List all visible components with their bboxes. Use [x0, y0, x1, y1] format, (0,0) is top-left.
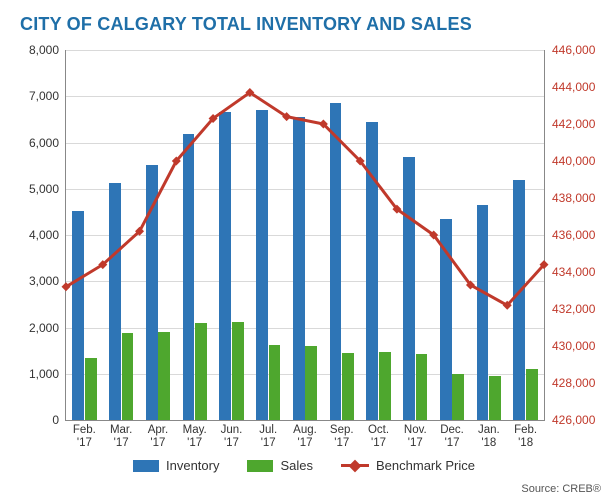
- bar-sales: [158, 332, 170, 420]
- bar-sales: [195, 323, 207, 420]
- legend-swatch-inventory: [133, 460, 159, 472]
- gridline: [66, 50, 544, 51]
- x-tick: Aug. '17: [293, 424, 317, 450]
- x-tick: Feb. '17: [73, 424, 96, 450]
- legend-label-sales: Sales: [280, 458, 313, 473]
- bar-inventory: [219, 112, 231, 420]
- y-tick-right: 434,000: [552, 265, 612, 279]
- bar-sales: [122, 333, 134, 420]
- y-tick-right: 440,000: [552, 154, 612, 168]
- bar-inventory: [440, 219, 452, 420]
- legend-item-benchmark: Benchmark Price: [341, 458, 475, 473]
- source-attribution: Source: CREB®: [521, 483, 601, 495]
- benchmark-marker: [172, 157, 181, 166]
- bar-sales: [232, 322, 244, 420]
- bar-sales: [379, 352, 391, 420]
- benchmark-marker: [62, 282, 71, 291]
- y-tick-right: 426,000: [552, 413, 612, 427]
- x-tick: Jan. '18: [478, 424, 500, 450]
- bar-inventory: [146, 165, 158, 420]
- benchmark-marker: [540, 260, 549, 269]
- x-tick: Jun. '17: [221, 424, 243, 450]
- legend-label-benchmark: Benchmark Price: [376, 458, 475, 473]
- plot-area: 01,0002,0003,0004,0005,0006,0007,0008,00…: [65, 50, 545, 421]
- gridline: [66, 281, 544, 282]
- bar-inventory: [72, 211, 84, 420]
- y-tick-right: 442,000: [552, 117, 612, 131]
- bar-inventory: [330, 103, 342, 420]
- bar-inventory: [293, 117, 305, 420]
- x-tick: Dec. '17: [440, 424, 464, 450]
- y-tick-left: 6,000: [4, 136, 59, 150]
- bar-sales: [342, 353, 354, 420]
- gridline: [66, 96, 544, 97]
- bar-sales: [526, 369, 538, 420]
- bar-sales: [85, 358, 97, 420]
- benchmark-marker: [503, 301, 512, 310]
- legend-item-inventory: Inventory: [133, 458, 219, 473]
- bar-sales: [452, 374, 464, 420]
- benchmark-marker: [98, 260, 107, 269]
- x-tick: Apr. '17: [148, 424, 168, 450]
- legend-item-sales: Sales: [247, 458, 313, 473]
- bar-inventory: [366, 122, 378, 420]
- benchmark-marker: [392, 205, 401, 214]
- bar-sales: [305, 346, 317, 420]
- benchmark-marker: [282, 112, 291, 121]
- benchmark-marker: [209, 114, 218, 123]
- bar-inventory: [403, 157, 415, 420]
- bar-inventory: [183, 134, 195, 420]
- y-tick-right: 428,000: [552, 376, 612, 390]
- bar-inventory: [109, 183, 121, 420]
- gridline: [66, 235, 544, 236]
- y-tick-right: 444,000: [552, 80, 612, 94]
- chart-title: CITY OF CALGARY TOTAL INVENTORY AND SALE…: [20, 14, 472, 35]
- y-tick-right: 446,000: [552, 43, 612, 57]
- bar-inventory: [256, 110, 268, 420]
- y-tick-right: 430,000: [552, 339, 612, 353]
- bar-inventory: [513, 180, 525, 421]
- gridline: [66, 189, 544, 190]
- y-tick-left: 7,000: [4, 89, 59, 103]
- bar-inventory: [477, 205, 489, 420]
- x-tick: Nov. '17: [404, 424, 427, 450]
- y-tick-right: 432,000: [552, 302, 612, 316]
- legend-swatch-sales: [247, 460, 273, 472]
- y-tick-right: 436,000: [552, 228, 612, 242]
- x-tick: Mar. '17: [110, 424, 132, 450]
- y-tick-left: 5,000: [4, 182, 59, 196]
- bar-sales: [489, 376, 501, 420]
- y-tick-left: 8,000: [4, 43, 59, 57]
- y-tick-left: 3,000: [4, 274, 59, 288]
- gridline: [66, 328, 544, 329]
- x-tick: May. '17: [183, 424, 207, 450]
- bar-sales: [269, 345, 281, 420]
- benchmark-marker: [356, 157, 365, 166]
- x-tick: Sep. '17: [330, 424, 354, 450]
- legend: Inventory Sales Benchmark Price: [65, 458, 543, 473]
- benchmark-marker: [319, 120, 328, 129]
- bar-sales: [416, 354, 428, 420]
- x-tick: Jul. '17: [259, 424, 277, 450]
- y-tick-left: 4,000: [4, 228, 59, 242]
- x-tick: Oct. '17: [368, 424, 389, 450]
- y-tick-left: 1,000: [4, 367, 59, 381]
- x-tick: Feb. '18: [514, 424, 537, 450]
- y-tick-left: 0: [4, 413, 59, 427]
- y-tick-left: 2,000: [4, 321, 59, 335]
- gridline: [66, 143, 544, 144]
- y-tick-right: 438,000: [552, 191, 612, 205]
- legend-label-inventory: Inventory: [166, 458, 219, 473]
- legend-swatch-benchmark: [341, 464, 369, 467]
